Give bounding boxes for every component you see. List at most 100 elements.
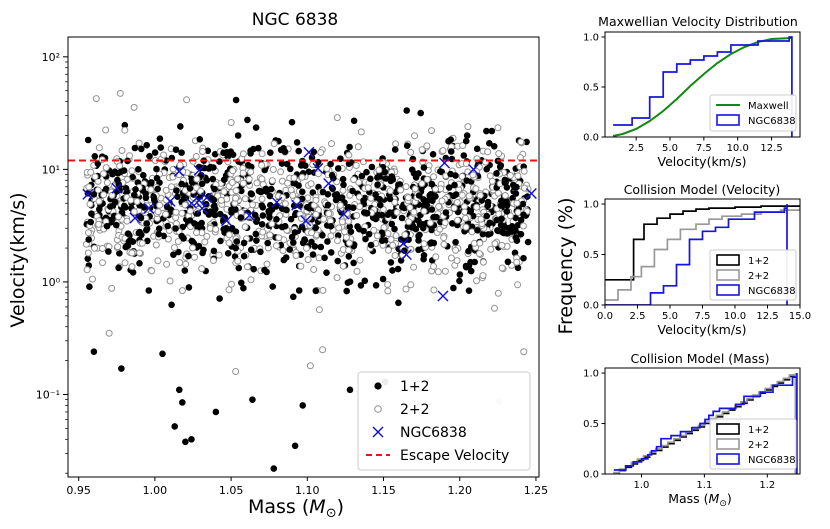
scatter-point-2+2 (239, 179, 247, 187)
scatter-point-1+2 (376, 196, 384, 203)
scatter-point-2+2 (454, 216, 461, 224)
main-ylabel: Velocity(km/s) (7, 192, 29, 327)
scatter-point-2+2 (354, 143, 362, 151)
legend-label: NGC6838 (400, 425, 467, 441)
scatter-point-2+2 (297, 262, 305, 270)
scatter-point-2+2 (108, 284, 116, 292)
ngc6838-point (193, 164, 205, 176)
scatter-point-2+2 (258, 175, 266, 183)
scatter-point-2+2 (160, 151, 168, 159)
scatter-point-2+2 (462, 214, 469, 222)
outlier-point-1+2 (90, 348, 98, 356)
scatter-point-1+2 (150, 193, 157, 201)
scatter-point-1+2 (244, 116, 251, 124)
scatter-point-1+2 (498, 215, 505, 223)
scatter-point-2+2 (465, 192, 473, 200)
scatter-point-1+2 (345, 160, 353, 167)
scatter-point-1+2 (144, 237, 151, 245)
scatter-point-2+2 (439, 147, 447, 155)
scatter-point-1+2 (232, 244, 239, 252)
outlier-point-1+2 (299, 402, 307, 409)
scatter-point-2+2 (303, 244, 310, 252)
scatter-point-1+2 (483, 212, 491, 220)
scatter-point-2+2 (459, 142, 467, 149)
scatter-point-2+2 (407, 281, 415, 289)
scatter-point-1+2 (514, 264, 522, 272)
scatter-point-2+2 (272, 242, 280, 250)
scatter-point-2+2 (130, 208, 138, 216)
scatter-point-2+2 (225, 286, 233, 294)
outlier-point-1+2 (159, 350, 166, 358)
scatter-point-1+2 (178, 149, 185, 156)
scatter-point-2+2 (336, 201, 344, 209)
scatter-point-1+2 (96, 205, 103, 213)
scatter-point-2+2 (338, 218, 346, 226)
panel-legend-label: NGC6838 (748, 116, 796, 127)
scatter-point-2+2 (476, 191, 484, 199)
panel-legend-label: Maxwell (748, 101, 789, 112)
scatter-point-2+2 (241, 195, 249, 203)
scatter-point-2+2 (397, 186, 405, 194)
scatter-point-1+2 (460, 152, 468, 159)
scatter-point-1+2 (107, 203, 114, 210)
main-xtick-label: 1.05 (219, 484, 244, 497)
scatter-point-1+2 (501, 179, 509, 186)
scatter-point-1+2 (420, 252, 428, 259)
scatter-point-2+2 (308, 229, 316, 237)
scatter-point-2+2 (128, 249, 136, 257)
scatter-point-1+2 (415, 217, 422, 224)
scatter-point-1+2 (379, 275, 387, 283)
scatter-point-2+2 (206, 224, 214, 232)
outlier-point-1+2 (346, 386, 354, 394)
scatter-point-1+2 (238, 279, 245, 287)
scatter-point-2+2 (487, 245, 495, 253)
panel-2: 0.0 2.5 5.0 7.5 10.0 12.5 15.0 0.0 0.5 1.0 1+2 2+2 N… (583, 198, 811, 322)
scatter-point-1+2 (497, 202, 505, 209)
scatter-point-2+2 (154, 208, 162, 216)
panel-xtick-label: 5.0 (662, 143, 678, 154)
scatter-point-1+2 (287, 215, 295, 223)
scatter-point-1+2 (374, 181, 381, 188)
main-xtick-label: 1.20 (447, 484, 472, 497)
scatter-point-1+2 (308, 238, 315, 246)
scatter-point-1+2 (465, 287, 473, 295)
scatter-point-1+2 (447, 148, 455, 155)
scatter-point-2+2 (479, 258, 487, 266)
scatter-point-1+2 (167, 206, 175, 213)
scatter-point-2+2 (441, 219, 449, 227)
scatter-point-2+2 (514, 208, 522, 216)
scatter-point-1+2 (420, 164, 428, 171)
scatter-point-1+2 (372, 282, 380, 289)
ngc6838-cross-b (397, 237, 409, 249)
scatter-point-1+2 (334, 165, 342, 172)
scatter-point-2+2 (450, 204, 458, 212)
panel-ytick-label: 1.0 (583, 200, 599, 211)
scatter-point-1+2 (509, 194, 516, 202)
scatter-point-1+2 (387, 259, 395, 266)
main-frame (67, 36, 540, 478)
scatter-point-2+2 (353, 212, 361, 219)
scatter-point-2+2 (128, 263, 136, 271)
scatter-point-2+2 (475, 250, 483, 258)
scatter-point-2+2 (488, 177, 496, 185)
ngc6838-cross-b (338, 208, 350, 220)
scatter-point-2+2 (476, 239, 484, 247)
scatter-point-2+2 (339, 186, 347, 194)
scatter-point-2+2 (287, 186, 295, 194)
scatter-point-1+2 (228, 206, 235, 213)
scatter-point-1+2 (520, 211, 527, 219)
scatter-point-2+2 (391, 198, 399, 206)
legend-label: 1+2 (400, 379, 430, 395)
scatter-point-2+2 (307, 180, 315, 188)
scatter-point-2+2 (401, 231, 409, 239)
scatter-point-2+2 (116, 89, 124, 97)
ngc6838-point (193, 194, 205, 206)
scatter-point-2+2 (513, 199, 521, 207)
scatter-point-2+2 (447, 254, 455, 262)
scatter-point-2+2 (95, 220, 103, 228)
scatter-point-1+2 (191, 220, 198, 227)
scatter-point-1+2 (267, 185, 275, 193)
scatter-point-2+2 (458, 173, 466, 180)
scatter-point-1+2 (235, 264, 243, 272)
scatter-point-1+2 (467, 267, 475, 275)
